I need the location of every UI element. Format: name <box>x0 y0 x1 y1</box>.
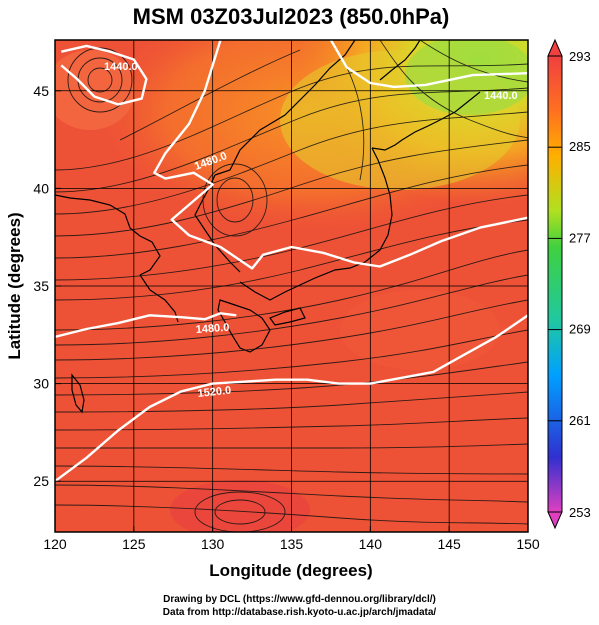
contour-label-1440-nw: 1440.0 <box>104 61 138 73</box>
y-tick-label-30: 30 <box>33 376 49 392</box>
colorbar-ticks: 293 285 277 269 261 253 <box>548 49 591 520</box>
colorbar-max-arrow <box>547 38 563 57</box>
colorbar-label-277: 277 <box>569 230 591 245</box>
colorbar-label-261: 261 <box>569 413 591 428</box>
colorbar-label-293: 293 <box>569 49 591 64</box>
height-contours <box>55 40 528 483</box>
colorbar-label-253: 253 <box>569 505 591 520</box>
y-tick-label-45: 45 <box>33 83 49 99</box>
y-tick-label-35: 35 <box>33 278 49 294</box>
credit-data: Data from http://database.rish.kyoto-u.a… <box>162 607 437 618</box>
x-axis-title: Longitude (degrees) <box>209 561 372 580</box>
colorbar-label-269: 269 <box>569 322 591 337</box>
credit-drawing: Drawing by DCL (https://www.gfd-dennou.o… <box>163 594 436 605</box>
streamlines <box>55 40 528 532</box>
contour-label-1480-south: 1480.0 <box>195 322 229 336</box>
contour-1480-0-3 <box>55 312 237 338</box>
colorbar-bar <box>547 55 563 513</box>
contour-1440-0-0 <box>60 44 148 106</box>
map-title: MSM 03Z03Jul2023 (850.0hPa) <box>133 4 450 29</box>
y-tick-label-40: 40 <box>33 180 49 196</box>
contour-1480-0-2 <box>153 40 528 270</box>
contour-1440-0-1 <box>329 40 528 89</box>
x-tick-label-120: 120 <box>43 536 67 552</box>
x-tick-label-150: 150 <box>516 536 540 552</box>
x-tick-label-130: 130 <box>201 536 225 552</box>
colorbar-label-285: 285 <box>569 139 591 154</box>
colorbar: 293 285 277 269 261 253 <box>547 38 591 530</box>
x-tick-label-135: 135 <box>280 536 304 552</box>
grid-lines <box>55 40 528 532</box>
coastlines <box>55 40 481 414</box>
x-tick-label-140: 140 <box>359 536 383 552</box>
contour-1520-0-4 <box>55 314 528 483</box>
x-tick-label-145: 145 <box>437 536 461 552</box>
y-axis: 25 30 35 40 45 <box>33 83 61 489</box>
contour-label-1520: 1520.0 <box>197 385 232 400</box>
colorbar-min-arrow <box>547 511 563 530</box>
contour-label-1440-ne: 1440.0 <box>484 90 518 102</box>
x-tick-label-125: 125 <box>122 536 146 552</box>
y-axis-title: Latitude (degrees) <box>5 212 24 359</box>
x-axis: 120 125 130 135 140 145 150 <box>43 526 540 552</box>
y-tick-label-25: 25 <box>33 473 49 489</box>
